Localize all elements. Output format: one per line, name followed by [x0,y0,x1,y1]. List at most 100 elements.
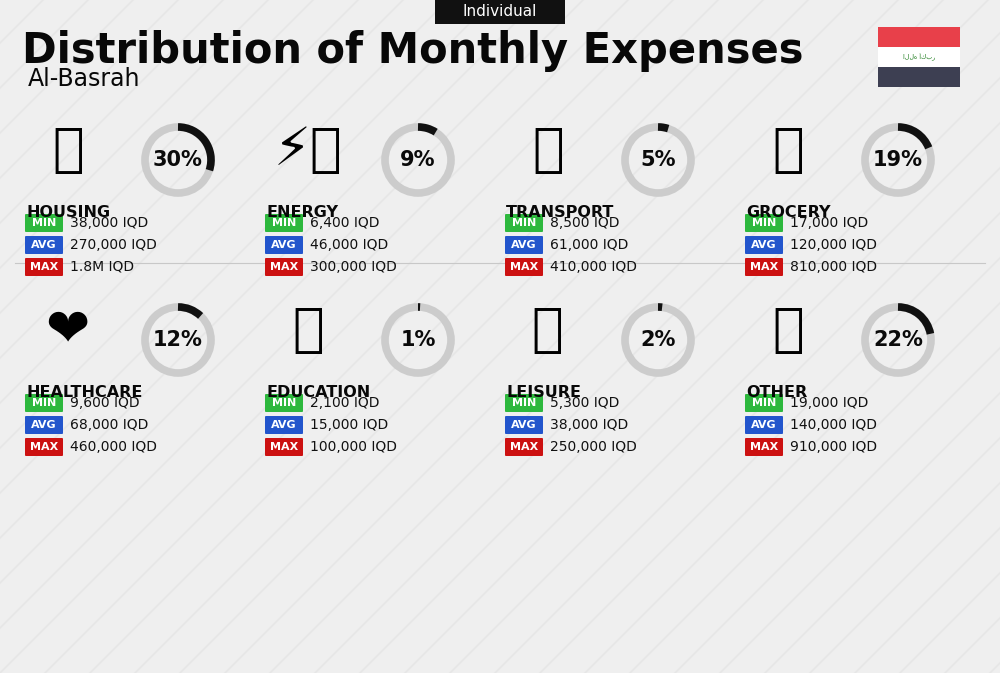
Text: 🏢: 🏢 [52,125,84,176]
Text: LEISURE: LEISURE [506,385,581,400]
Text: MAX: MAX [750,442,778,452]
Text: 🛍️: 🛍️ [532,304,564,357]
Text: 270,000 IQD: 270,000 IQD [70,238,157,252]
Text: MAX: MAX [270,442,298,452]
Text: MIN: MIN [272,398,296,408]
Text: HEALTHCARE: HEALTHCARE [26,385,142,400]
FancyBboxPatch shape [25,394,63,412]
Text: Individual: Individual [463,5,537,20]
Text: TRANSPORT: TRANSPORT [506,205,614,220]
Text: 2,100 IQD: 2,100 IQD [310,396,380,410]
Text: 910,000 IQD: 910,000 IQD [790,440,877,454]
FancyBboxPatch shape [265,214,303,232]
Text: AVG: AVG [31,240,57,250]
Text: MAX: MAX [270,262,298,272]
Text: MAX: MAX [510,262,538,272]
Text: MIN: MIN [752,398,776,408]
FancyBboxPatch shape [505,236,543,254]
FancyBboxPatch shape [505,214,543,232]
Text: AVG: AVG [271,420,297,430]
Text: Distribution of Monthly Expenses: Distribution of Monthly Expenses [22,30,804,72]
Text: AVG: AVG [751,420,777,430]
FancyBboxPatch shape [505,438,543,456]
Text: 2%: 2% [640,330,676,350]
Text: الله أكبر: الله أكبر [903,53,935,61]
Text: 100,000 IQD: 100,000 IQD [310,440,397,454]
Text: ❤️: ❤️ [46,304,90,357]
Text: 19,000 IQD: 19,000 IQD [790,396,868,410]
Text: 810,000 IQD: 810,000 IQD [790,260,877,274]
FancyBboxPatch shape [265,416,303,434]
Text: ⚡🏠: ⚡🏠 [274,125,342,176]
Text: MIN: MIN [512,218,536,228]
FancyBboxPatch shape [745,438,783,456]
Text: 120,000 IQD: 120,000 IQD [790,238,877,252]
Text: MAX: MAX [750,262,778,272]
FancyBboxPatch shape [745,394,783,412]
Text: MIN: MIN [272,218,296,228]
FancyBboxPatch shape [745,236,783,254]
Text: AVG: AVG [511,240,537,250]
Text: 1%: 1% [400,330,436,350]
FancyBboxPatch shape [265,394,303,412]
FancyBboxPatch shape [878,47,960,67]
FancyBboxPatch shape [25,236,63,254]
Text: 9,600 IQD: 9,600 IQD [70,396,140,410]
Text: 1.8M IQD: 1.8M IQD [70,260,134,274]
Text: 5,300 IQD: 5,300 IQD [550,396,619,410]
Text: AVG: AVG [511,420,537,430]
Text: 38,000 IQD: 38,000 IQD [70,216,148,230]
Text: 🛒: 🛒 [772,125,804,176]
Text: 410,000 IQD: 410,000 IQD [550,260,637,274]
Text: ENERGY: ENERGY [266,205,338,220]
Text: 22%: 22% [873,330,923,350]
Text: 61,000 IQD: 61,000 IQD [550,238,628,252]
Text: 6,400 IQD: 6,400 IQD [310,216,380,230]
FancyBboxPatch shape [265,258,303,276]
FancyBboxPatch shape [505,394,543,412]
Text: HOUSING: HOUSING [26,205,110,220]
FancyBboxPatch shape [25,438,63,456]
FancyBboxPatch shape [878,67,960,87]
FancyBboxPatch shape [745,416,783,434]
FancyBboxPatch shape [505,416,543,434]
FancyBboxPatch shape [745,214,783,232]
Text: 38,000 IQD: 38,000 IQD [550,418,628,432]
Text: AVG: AVG [271,240,297,250]
Text: AVG: AVG [751,240,777,250]
FancyBboxPatch shape [878,27,960,47]
Text: GROCERY: GROCERY [746,205,830,220]
Text: OTHER: OTHER [746,385,807,400]
Text: 250,000 IQD: 250,000 IQD [550,440,637,454]
FancyBboxPatch shape [25,214,63,232]
Text: 15,000 IQD: 15,000 IQD [310,418,388,432]
Text: EDUCATION: EDUCATION [266,385,370,400]
Text: 👛: 👛 [772,304,804,357]
Text: 300,000 IQD: 300,000 IQD [310,260,397,274]
Text: MIN: MIN [512,398,536,408]
Text: 460,000 IQD: 460,000 IQD [70,440,157,454]
Text: MIN: MIN [32,398,56,408]
Text: MAX: MAX [510,442,538,452]
Text: 🚌: 🚌 [532,125,564,176]
FancyBboxPatch shape [745,258,783,276]
Text: 12%: 12% [153,330,203,350]
Text: AVG: AVG [31,420,57,430]
Text: MIN: MIN [32,218,56,228]
FancyBboxPatch shape [265,236,303,254]
Text: 17,000 IQD: 17,000 IQD [790,216,868,230]
Text: 140,000 IQD: 140,000 IQD [790,418,877,432]
FancyBboxPatch shape [265,438,303,456]
Text: 9%: 9% [400,150,436,170]
FancyBboxPatch shape [25,416,63,434]
Text: 68,000 IQD: 68,000 IQD [70,418,148,432]
Text: Al-Basrah: Al-Basrah [28,67,140,91]
FancyBboxPatch shape [505,258,543,276]
Text: 5%: 5% [640,150,676,170]
FancyBboxPatch shape [435,0,565,24]
Text: 30%: 30% [153,150,203,170]
Text: 8,500 IQD: 8,500 IQD [550,216,620,230]
Text: MIN: MIN [752,218,776,228]
Text: 🎓: 🎓 [292,304,324,357]
Text: 46,000 IQD: 46,000 IQD [310,238,388,252]
